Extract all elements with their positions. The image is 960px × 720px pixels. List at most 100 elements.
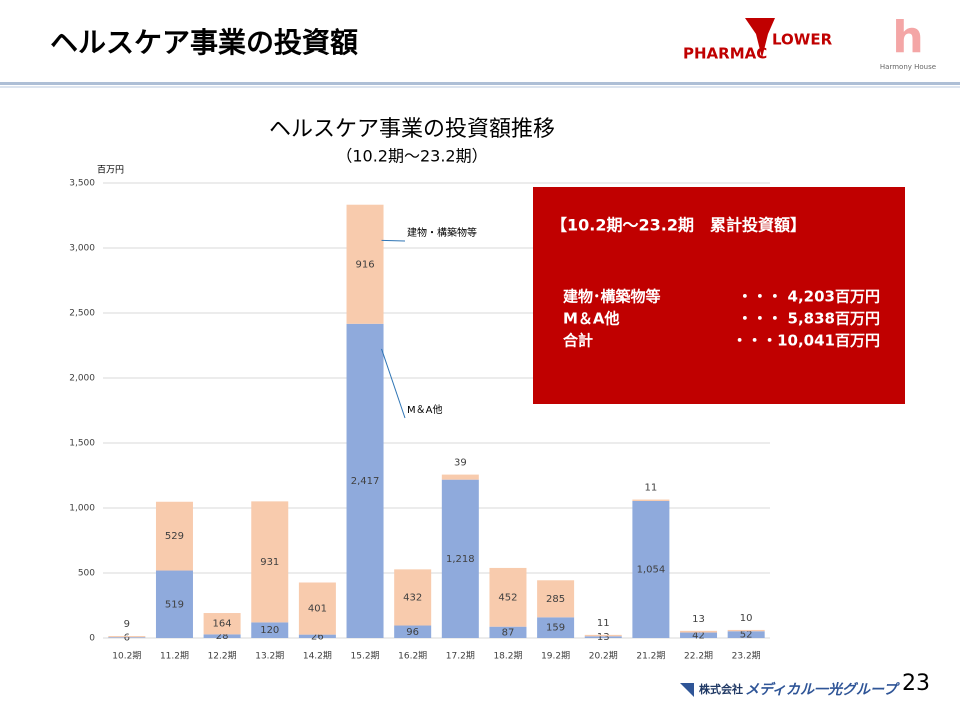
x-tick-label: 18.2期 [493, 651, 522, 662]
chart-subtitle: （10.2期～23.2期） [336, 147, 487, 166]
chart-title: ヘルスケア事業の投資額推移 [269, 117, 555, 142]
data-label: 26 [311, 631, 324, 642]
bar-segment [727, 629, 765, 632]
data-label: 285 [546, 594, 565, 605]
bar-segment [346, 204, 384, 324]
bar-segment [632, 499, 670, 501]
x-tick-label: 17.2期 [446, 651, 475, 662]
bar-segment [727, 631, 765, 638]
data-label: 159 [546, 623, 565, 634]
data-label: 1,054 [637, 564, 666, 575]
x-tick-label: 20.2期 [589, 651, 618, 662]
bar-segment [441, 474, 479, 480]
bar-segment [251, 501, 289, 623]
y-tick-label: 2,000 [69, 374, 95, 384]
summary-label: 建物･構築物等 [563, 288, 661, 306]
data-label: 13 [692, 614, 705, 625]
data-label: 11 [597, 618, 610, 629]
data-label: 452 [498, 592, 517, 603]
data-label: 52 [740, 630, 753, 641]
data-label: 916 [355, 259, 374, 270]
data-label: 6 [124, 633, 130, 644]
summary-title: 【10.2期～23.2期 累計投資額】 [551, 216, 806, 235]
summary-value: ・・・ 4,203百万円 [737, 288, 880, 306]
y-tick-label: 3,500 [69, 179, 95, 189]
bar-segment [251, 622, 289, 638]
x-tick-label: 22.2期 [684, 651, 713, 662]
summary-label: 合計 [562, 332, 593, 350]
summary-value: ・・・10,041百万円 [732, 332, 880, 350]
logo-text: LOWER [772, 31, 833, 49]
summary-box [533, 187, 905, 404]
y-tick-label: 500 [78, 569, 95, 579]
data-label: 432 [403, 592, 422, 603]
bar-segment [155, 570, 193, 638]
data-label: 931 [260, 557, 279, 568]
x-tick-label: 19.2期 [541, 651, 570, 662]
bar-segment [203, 613, 241, 635]
series-label: M＆A他 [407, 403, 442, 416]
bar-segment [203, 634, 241, 638]
bar-segment [298, 634, 336, 638]
page-number: 23 [902, 671, 930, 696]
x-tick-label: 11.2期 [160, 651, 189, 662]
slide-title: ヘルスケア事業の投資額 [50, 26, 358, 59]
bar-segment [394, 625, 432, 638]
x-tick-label: 14.2期 [303, 651, 332, 662]
footer-logo-icon [680, 683, 694, 697]
summary-value: ・・・ 5,838百万円 [737, 310, 880, 328]
x-tick-label: 23.2期 [732, 651, 761, 662]
bar-segment [108, 637, 146, 638]
bar-segment [298, 582, 336, 635]
data-label: 42 [692, 630, 705, 641]
bar-segment [394, 569, 432, 626]
data-label: 120 [260, 625, 279, 636]
data-label: 10 [740, 613, 753, 624]
y-tick-label: 1,000 [69, 504, 95, 514]
callout-line [381, 348, 406, 419]
data-label: 519 [165, 599, 184, 610]
bar-segment [489, 626, 527, 638]
bar-segment [537, 617, 575, 638]
bar-segment [489, 567, 527, 627]
y-tick-label: 0 [89, 634, 95, 644]
footer-company: メディカル一光グループ [745, 681, 900, 698]
header-rule [0, 86, 960, 88]
x-tick-label: 12.2期 [208, 651, 237, 662]
bar-segment [584, 634, 622, 637]
y-tick-label: 1,500 [69, 439, 95, 449]
bar-segment [680, 632, 718, 638]
x-tick-label: 13.2期 [255, 651, 284, 662]
bar-segment [632, 500, 670, 638]
data-label: 164 [213, 619, 232, 630]
summary-label: M＆A他 [563, 310, 620, 328]
x-tick-label: 16.2期 [398, 651, 427, 662]
bar-segment [680, 630, 718, 633]
bar-segment [346, 323, 384, 638]
bar-segment [537, 580, 575, 618]
plot: 0 500 1,000 1,500 2,000 2,500 3,000 3,500 10.2期 6… [69, 179, 770, 662]
y-tick-label: 2,500 [69, 309, 95, 319]
x-tick-label: 10.2期 [112, 651, 141, 662]
footer-company: 株式会社 [699, 682, 743, 696]
y-unit: 百万円 [97, 165, 124, 176]
data-label: 11 [645, 483, 658, 494]
data-label: 529 [165, 531, 184, 542]
series-label: 建物・構築物等 [407, 226, 477, 239]
logo-text: Harmony House [880, 63, 936, 71]
callout-line [381, 239, 406, 242]
bar-segment [584, 636, 622, 638]
data-label: 87 [502, 627, 515, 638]
bar-segment [441, 479, 479, 638]
data-label: 9 [124, 619, 130, 630]
header-rule [0, 82, 960, 85]
logo-mark: h [892, 12, 923, 63]
bar-segment [155, 501, 193, 571]
data-label: 401 [308, 604, 327, 615]
data-label: 2,417 [351, 476, 380, 487]
x-tick-label: 15.2期 [351, 651, 380, 662]
data-label: 13 [597, 632, 610, 643]
data-label: 96 [406, 627, 419, 638]
